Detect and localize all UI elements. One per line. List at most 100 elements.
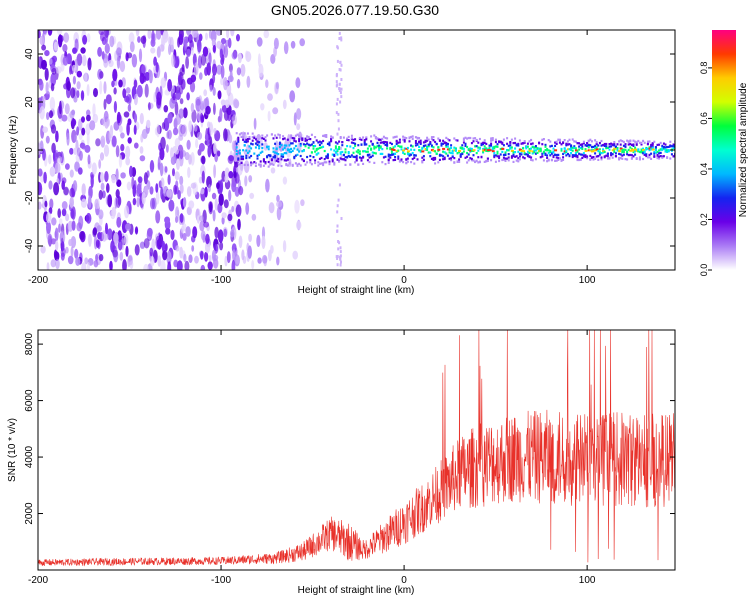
- carrier-cell: [330, 148, 333, 151]
- noise-speckle: [272, 107, 279, 115]
- noise-speckle: [238, 185, 244, 196]
- carrier-cell: [270, 133, 273, 136]
- carrier-cell: [485, 142, 488, 145]
- carrier-cell: [494, 160, 497, 163]
- carrier-cell: [258, 141, 261, 144]
- noise-speckle: [290, 40, 296, 49]
- carrier-cell: [426, 145, 429, 149]
- carrier-cell: [616, 147, 619, 150]
- noise-speckle: [219, 241, 224, 251]
- noise-speckle: [101, 51, 105, 60]
- carrier-cell: [480, 156, 483, 159]
- carrier-cell: [565, 150, 568, 153]
- noise-speckle: [183, 38, 188, 52]
- carrier-cell: [534, 158, 537, 161]
- carrier-cell: [427, 138, 430, 141]
- carrier-cell: [419, 150, 422, 153]
- carrier-cell: [464, 136, 467, 139]
- carrier-peak: [574, 149, 578, 152]
- noise-speckle: [240, 63, 246, 77]
- noise-speckle: [213, 164, 217, 179]
- carrier-cell: [357, 151, 360, 154]
- noise-speckle: [54, 162, 61, 174]
- carrier-cell: [450, 144, 453, 147]
- noise-speckle: [164, 166, 168, 173]
- carrier-cell: [370, 155, 373, 159]
- carrier-cell: [274, 142, 277, 145]
- carrier-cell: [421, 160, 424, 163]
- carrier-cell: [390, 153, 393, 156]
- noise-streak: [340, 95, 343, 99]
- carrier-cell: [314, 150, 317, 153]
- carrier-cell: [366, 150, 369, 153]
- carrier-cell: [530, 158, 533, 161]
- carrier-cell: [347, 139, 350, 142]
- carrier-cell: [619, 139, 622, 142]
- noise-streak: [340, 217, 343, 220]
- noise-speckle: [38, 56, 41, 68]
- carrier-cell: [622, 144, 625, 147]
- carrier-cell: [408, 137, 411, 140]
- snr-ytick-label: 6000: [24, 389, 35, 412]
- carrier-cell: [397, 141, 400, 144]
- carrier-cell: [638, 150, 641, 154]
- carrier-cell: [450, 151, 453, 155]
- carrier-cell: [320, 146, 323, 149]
- carrier-cell: [614, 155, 617, 158]
- snr-ytick-label: 8000: [24, 333, 35, 356]
- carrier-cell: [322, 134, 325, 137]
- carrier-cell: [579, 146, 582, 150]
- carrier-cell: [528, 155, 531, 158]
- noise-speckle: [120, 132, 125, 139]
- carrier-cell: [515, 144, 518, 147]
- carrier-cell: [554, 153, 557, 156]
- noise-speckle: [108, 129, 113, 142]
- noise-speckle: [293, 112, 297, 126]
- noise-speckle: [122, 88, 127, 99]
- noise-speckle: [204, 186, 208, 198]
- carrier-cell: [629, 139, 632, 142]
- noise-speckle: [155, 30, 162, 40]
- carrier-cell: [557, 138, 560, 141]
- carrier-cell: [506, 142, 509, 145]
- noise-speckle: [50, 83, 55, 92]
- carrier-cell: [520, 142, 523, 145]
- carrier-cell: [504, 153, 507, 156]
- noise-speckle: [103, 58, 109, 68]
- carrier-cell: [352, 138, 355, 141]
- noise-streak: [336, 46, 339, 50]
- carrier-cell: [248, 156, 251, 159]
- noise-speckle: [218, 193, 224, 206]
- noise-speckle: [257, 53, 261, 67]
- carrier-cell: [611, 153, 614, 156]
- carrier-cell: [426, 147, 429, 150]
- carrier-cell: [669, 157, 672, 160]
- spectrogram-xlabel: Height of straight line (km): [298, 285, 415, 296]
- carrier-cell: [573, 145, 576, 148]
- carrier-cell: [238, 149, 241, 152]
- noise-speckle: [85, 123, 91, 136]
- carrier-cell: [552, 147, 555, 150]
- noise-speckle: [204, 241, 211, 254]
- noise-speckle: [93, 87, 98, 98]
- carrier-cell: [539, 156, 542, 159]
- noise-speckle: [206, 62, 211, 76]
- carrier-cell: [499, 140, 502, 143]
- noise-speckle: [39, 35, 45, 46]
- noise-speckle: [214, 198, 218, 211]
- noise-speckle: [111, 135, 117, 147]
- noise-speckle: [246, 75, 251, 88]
- noise-streak: [337, 247, 340, 251]
- noise-speckle: [133, 79, 138, 89]
- noise-speckle: [109, 260, 113, 270]
- carrier-cell: [565, 142, 568, 145]
- carrier-peak: [406, 150, 410, 153]
- carrier-cell: [616, 149, 619, 152]
- spectrogram-marks: [38, 30, 675, 270]
- noise-speckle: [131, 54, 138, 68]
- carrier-cell: [427, 143, 430, 146]
- carrier-cell: [235, 149, 238, 152]
- carrier-cell: [315, 153, 318, 156]
- carrier-cell: [477, 146, 480, 149]
- noise-speckle: [46, 112, 50, 120]
